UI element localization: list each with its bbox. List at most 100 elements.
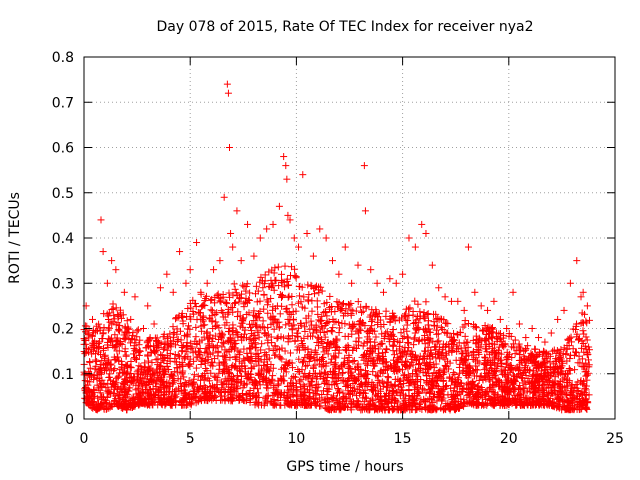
data-point [153, 365, 161, 373]
data-point [223, 300, 231, 308]
data-point [248, 340, 256, 348]
data-point [411, 243, 419, 251]
data-point [209, 325, 217, 333]
data-point [174, 351, 182, 359]
data-point [473, 372, 481, 380]
data-point [571, 366, 579, 374]
data-point [354, 385, 362, 393]
data-points [80, 80, 594, 414]
data-point [313, 338, 321, 346]
data-point [349, 358, 357, 366]
data-point [112, 321, 120, 329]
data-point [232, 339, 240, 347]
data-point [287, 271, 295, 279]
data-point [127, 364, 135, 372]
data-point [426, 395, 434, 403]
data-point [295, 292, 303, 300]
data-point [502, 360, 510, 368]
data-point [100, 344, 108, 352]
data-point [184, 361, 192, 369]
data-point [276, 354, 284, 362]
data-point [180, 373, 188, 381]
data-point [127, 315, 135, 323]
y-tick-label: 0 [65, 412, 74, 428]
data-point [282, 162, 290, 170]
data-point [437, 324, 445, 332]
data-point [377, 404, 385, 412]
data-point [207, 296, 215, 304]
data-point [422, 389, 430, 397]
data-point [348, 279, 356, 287]
data-point [221, 352, 229, 360]
data-point [354, 298, 362, 306]
data-point [408, 347, 416, 355]
data-point [98, 376, 106, 384]
data-point [259, 317, 267, 325]
grid-lines [84, 57, 615, 419]
data-point [389, 341, 397, 349]
data-point [88, 315, 96, 323]
data-point [441, 293, 449, 301]
data-point [211, 332, 219, 340]
data-point [321, 378, 329, 386]
data-point [465, 319, 473, 327]
data-point [410, 320, 418, 328]
data-point [177, 327, 185, 335]
data-point [369, 368, 377, 376]
data-point [405, 305, 413, 313]
data-point [364, 358, 372, 366]
data-point [201, 302, 209, 310]
data-point [384, 373, 392, 381]
y-tick-label: 0.4 [52, 231, 74, 247]
data-point [263, 225, 271, 233]
data-point [96, 361, 104, 369]
x-tick-label: 20 [500, 431, 518, 447]
data-point [192, 364, 200, 372]
data-point [101, 351, 109, 359]
data-point [120, 288, 128, 296]
data-point [308, 307, 316, 315]
data-point [390, 351, 398, 359]
data-point [259, 284, 267, 292]
data-point [379, 288, 387, 296]
data-point [326, 292, 334, 300]
data-point [190, 357, 198, 365]
data-point [260, 324, 268, 332]
data-point [554, 315, 562, 323]
data-point [555, 348, 563, 356]
data-point [134, 326, 142, 334]
data-point [404, 339, 412, 347]
data-point [258, 367, 266, 375]
data-point [515, 320, 523, 328]
data-point [407, 352, 415, 360]
data-point [449, 369, 457, 377]
data-point [134, 384, 142, 392]
data-point [237, 257, 245, 265]
data-point [314, 333, 322, 341]
data-point [386, 275, 394, 283]
data-point [435, 284, 443, 292]
data-point [435, 337, 443, 345]
data-point [373, 279, 381, 287]
data-point [318, 287, 326, 295]
data-point [91, 356, 99, 364]
data-point [301, 362, 309, 370]
data-point [323, 312, 331, 320]
data-point [218, 378, 226, 386]
data-point [471, 288, 479, 296]
data-point [229, 324, 237, 332]
data-point [225, 289, 233, 297]
data-point [402, 363, 410, 371]
data-point [461, 317, 469, 325]
data-point [409, 370, 417, 378]
data-point [203, 329, 211, 337]
data-point [311, 290, 319, 298]
data-point [434, 382, 442, 390]
data-point [270, 325, 278, 333]
data-point [583, 336, 591, 344]
data-point [85, 348, 93, 356]
data-point [284, 293, 292, 301]
data-point [100, 324, 108, 332]
data-point [382, 312, 390, 320]
data-point [318, 324, 326, 332]
